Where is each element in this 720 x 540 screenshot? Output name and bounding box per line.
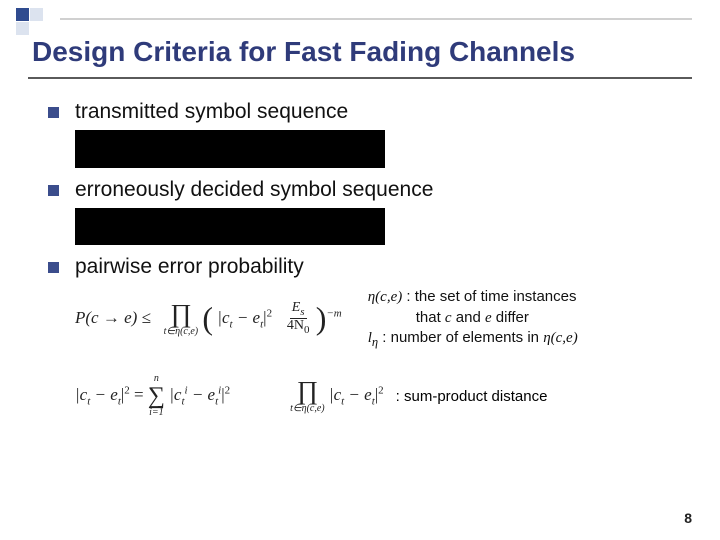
eta-rhs1: : the set of time instances (402, 288, 576, 305)
definitions: η(c,e) : the set of time instances that … (368, 287, 578, 350)
sq-exp: 2 (267, 307, 273, 319)
outer-exp: −m (326, 307, 341, 319)
product-op: ∏ t∈η(c,e) (164, 301, 199, 337)
redacted-box (75, 130, 385, 168)
sp-sq: 2 (378, 385, 384, 397)
pep-formula: P(c → e) ≤ ∏ t∈η(c,e) ( |ct − et|2 Es 4N… (75, 301, 342, 337)
d-lhs-e: − e (90, 385, 118, 404)
prod2-lower: t∈η(c,e) (290, 404, 325, 414)
leta-rhs: : number of elements in (378, 329, 543, 346)
d-sq: 2 (124, 385, 130, 397)
bullet-text: pairwise error probability (75, 255, 304, 279)
eta-def: η(c,e) : the set of time instances that … (368, 287, 578, 328)
d-lhs-c: |c (75, 385, 87, 404)
prod-lower: t∈η(c,e) (164, 327, 199, 337)
list-item: pairwise error probability (48, 255, 692, 279)
minus-e: − e (233, 308, 261, 327)
bullet-icon (48, 107, 59, 118)
bullet-icon (48, 262, 59, 273)
page-title: Design Criteria for Fast Fading Channels (28, 36, 692, 79)
d-rhs-c: |c (169, 385, 181, 404)
corner-decoration (16, 8, 56, 32)
abs-c: |c (217, 308, 229, 327)
decor-sq (16, 8, 29, 21)
decor-sq (30, 8, 43, 21)
sum-product-label: : sum-product distance (396, 388, 548, 405)
formula-row-2: |ct − et|2 = n ∑ i=1 |cti − eti|2 ∏ t∈η(… (75, 374, 692, 418)
frac-num-sub: s (300, 306, 304, 318)
leta-rhs2: η(c,e) (543, 330, 578, 346)
eta-lhs: η(c,e) (368, 289, 403, 305)
eq-sign: = (134, 385, 148, 404)
fraction: Es 4N0 (285, 301, 312, 337)
sp-c: |c (329, 385, 341, 404)
sum-product-formula: ∏ t∈η(c,e) |ct − et|2 (290, 378, 384, 414)
d-rhs-t2: t (215, 396, 218, 408)
sp-e: − e (344, 385, 372, 404)
d-rhs-t: t (181, 396, 184, 408)
frac-den: 4N (287, 318, 304, 333)
content-area: transmitted symbol sequence erroneously … (48, 100, 692, 418)
bullet-icon (48, 185, 59, 196)
pep-formula-row: P(c → e) ≤ ∏ t∈η(c,e) ( |ct − et|2 Es 4N… (75, 287, 692, 350)
top-rule (60, 18, 692, 20)
pep-lhs: P(c → e) ≤ (75, 308, 151, 327)
list-item: transmitted symbol sequence (48, 100, 692, 124)
d-sq2: 2 (225, 385, 231, 397)
bullet-text: erroneously decided symbol sequence (75, 178, 433, 202)
bullet-text: transmitted symbol sequence (75, 100, 348, 124)
frac-den-sub: 0 (304, 324, 310, 336)
product-op-2: ∏ t∈η(c,e) (290, 378, 325, 414)
page-number: 8 (684, 510, 692, 526)
sum-op: n ∑ i=1 (148, 374, 165, 418)
d-rhs-e: − e (188, 385, 216, 404)
leta-def: lη : number of elements in η(c,e) (368, 328, 578, 350)
redacted-box (75, 208, 385, 245)
decor-sq (16, 22, 29, 35)
frac-num: E (292, 300, 301, 315)
sum-lower: i=1 (149, 408, 164, 418)
diff-norm-formula: |ct − et|2 = n ∑ i=1 |cti − eti|2 (75, 374, 230, 418)
list-item: erroneously decided symbol sequence (48, 178, 692, 202)
